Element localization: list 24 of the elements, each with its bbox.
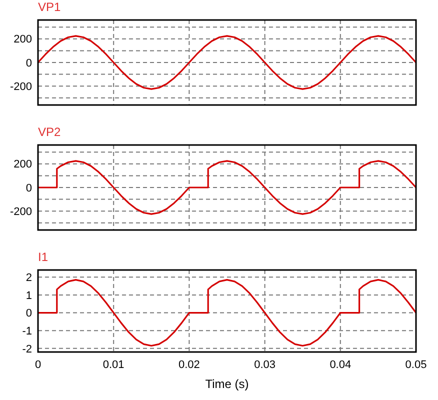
y-tick-label: 0 [26,308,32,320]
chart-title: I1 [38,250,48,264]
x-tick-label: 0.03 [254,359,276,371]
x-tick-label: 0.01 [102,359,124,371]
y-tick-label: 0 [26,57,32,70]
x-tick-label: 0.05 [405,359,427,371]
chart-title: VP2 [38,125,62,139]
line-series [37,279,417,347]
y-tick-label: -200 [10,80,32,93]
chart-title: VP1 [38,0,62,14]
y-tick-label: -2 [22,343,32,356]
y-tick-label: 200 [14,34,32,46]
x-tick-label: 0.04 [330,359,352,371]
y-tick-label: -200 [10,206,32,218]
line-series [37,35,417,90]
y-tick-label: 2 [26,272,32,284]
y-tick-label: 1 [26,290,32,302]
line-series [37,160,417,215]
y-tick-label: 200 [14,158,32,171]
y-tick-label: 0 [26,182,32,194]
x-tick-label: 0 [34,359,42,371]
x-tick-label: 0.02 [178,359,200,371]
x-axis-title: Time (s) [205,377,249,391]
y-tick-label: -1 [22,325,32,338]
